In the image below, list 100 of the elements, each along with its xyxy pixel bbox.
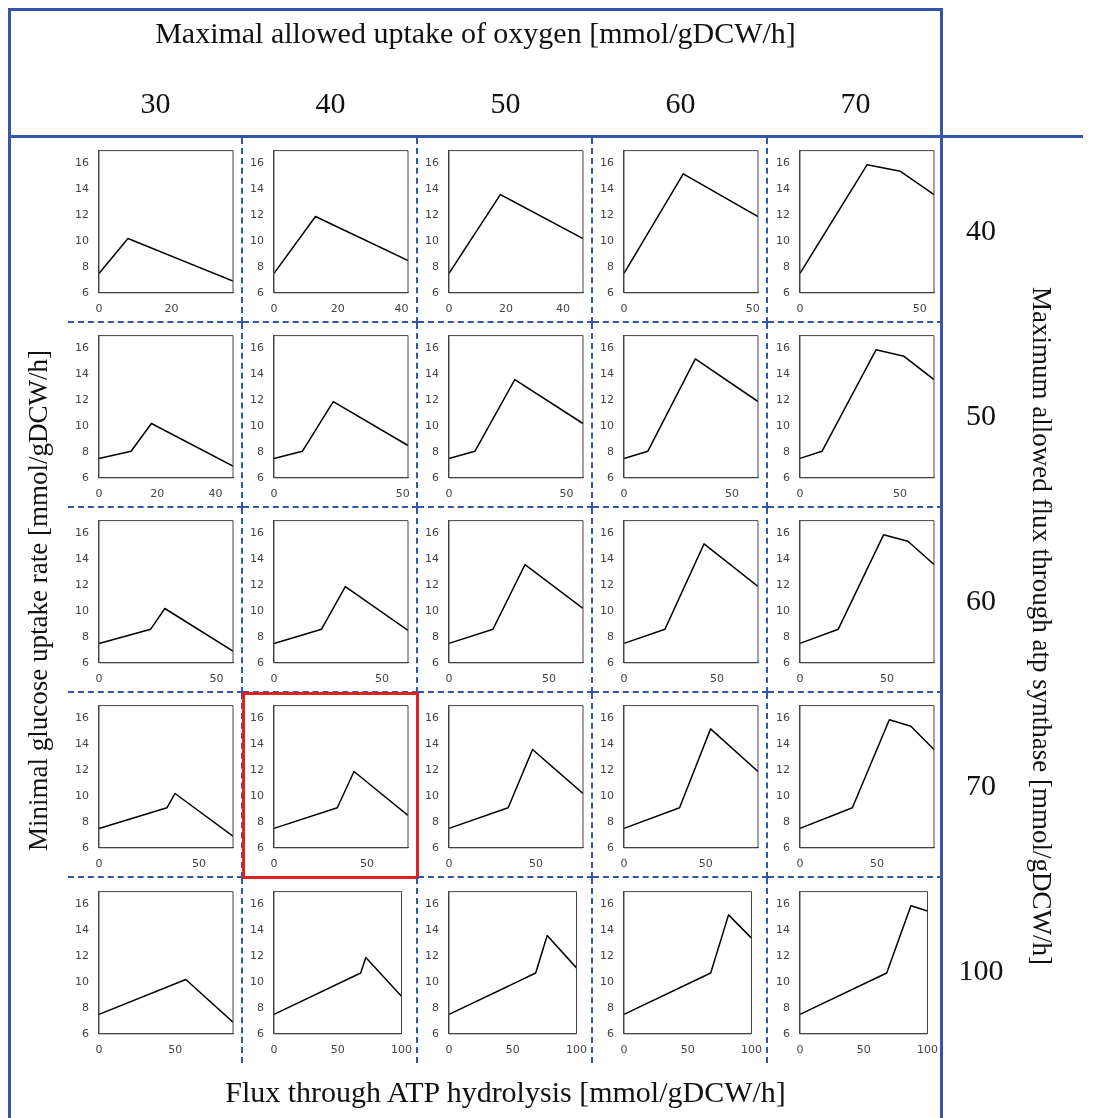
y-tick-label: 14: [424, 366, 439, 380]
y-tick-label: 14: [599, 366, 614, 380]
y-tick-label: 14: [424, 922, 439, 936]
y-tick-label: 10: [249, 788, 264, 802]
y-tick-label: 14: [74, 551, 89, 565]
y-tick-label: 6: [81, 840, 89, 854]
x-tick-label: 50: [167, 1042, 182, 1056]
y-tick-label: 8: [606, 444, 614, 458]
y-tick-label: 16: [249, 340, 264, 354]
y-tick-label: 10: [599, 603, 614, 617]
y-tick-label: 14: [74, 181, 89, 195]
y-tick-label: 8: [256, 814, 264, 828]
y-tick-label: 8: [81, 629, 89, 643]
y-tick-label: 16: [74, 710, 89, 724]
y-tick-label: 8: [431, 629, 439, 643]
y-tick-label: 10: [424, 233, 439, 247]
y-tick-label: 10: [775, 418, 790, 432]
x-tick-label: 0: [796, 856, 803, 870]
x-tick-label: 0: [270, 486, 277, 500]
y-tick-label: 6: [431, 1026, 439, 1040]
y-tick-label: 16: [775, 710, 790, 724]
chart-title: 40: [314, 86, 347, 120]
y-tick-label: 8: [256, 259, 264, 273]
y-tick-label: 16: [775, 896, 790, 910]
y-tick-label: 12: [424, 762, 439, 776]
y-tick-label: 10: [249, 233, 264, 247]
y-tick-label: 8: [782, 814, 790, 828]
y-tick-label: 8: [606, 259, 614, 273]
y-tick-label: 16: [249, 710, 264, 724]
y-tick-label: 12: [249, 577, 264, 591]
y-tick-label: 8: [606, 629, 614, 643]
x-tick-label: 0: [445, 1042, 452, 1056]
y-tick-label: 16: [775, 340, 790, 354]
y-tick-label: 14: [599, 922, 614, 936]
x-tick-label: 0: [620, 671, 627, 685]
y2-axis-title: 50: [965, 397, 997, 432]
y-tick-label: 16: [424, 155, 439, 169]
x-tick-label: 50: [879, 671, 894, 685]
y-tick-label: 6: [606, 655, 614, 669]
chart-title: 50: [489, 86, 522, 120]
x-tick-label: 0: [445, 486, 452, 500]
y-tick-label: 16: [775, 155, 790, 169]
x-tick-label: 20: [498, 301, 513, 315]
y-tick-label: 12: [424, 392, 439, 406]
x-tick-label: 0: [95, 301, 102, 315]
y-tick-label: 6: [782, 1026, 790, 1040]
y-tick-label: 12: [74, 948, 89, 962]
y-tick-label: 12: [249, 392, 264, 406]
y-tick-label: 14: [249, 181, 264, 195]
x-tick-label: 0: [270, 1042, 277, 1056]
x-tick-label: 50: [559, 486, 574, 500]
y-tick-label: 16: [74, 525, 89, 539]
y-tick-label: 14: [775, 922, 790, 936]
y-tick-label: 6: [256, 840, 264, 854]
text: Flux through ATP hydrolysis [mmol/gDCW/h]: [224, 1075, 787, 1109]
y-tick-label: 6: [782, 285, 790, 299]
y-tick-label: 12: [599, 762, 614, 776]
y-tick-label: 10: [599, 233, 614, 247]
y-tick-label: 12: [599, 948, 614, 962]
x-tick-label: 50: [724, 486, 739, 500]
y-tick-label: 10: [424, 603, 439, 617]
y-tick-label: 10: [775, 233, 790, 247]
y-tick-label: 16: [74, 896, 89, 910]
y-tick-label: 16: [74, 340, 89, 354]
y-tick-label: 16: [599, 896, 614, 910]
x-tick-label: 0: [796, 301, 803, 315]
y-tick-label: 8: [606, 1000, 614, 1014]
y-tick-label: 6: [431, 840, 439, 854]
y-tick-label: 8: [256, 444, 264, 458]
x-tick-label: 50: [541, 671, 556, 685]
y-tick-label: 12: [775, 207, 790, 221]
x-tick-label: 50: [680, 1042, 695, 1056]
x-tick-label: 50: [209, 671, 224, 685]
x-tick-label: 0: [620, 301, 627, 315]
y-tick-label: 10: [249, 603, 264, 617]
y-tick-label: 10: [599, 788, 614, 802]
y-tick-label: 14: [424, 181, 439, 195]
y-tick-label: 16: [424, 710, 439, 724]
x-tick-label: 50: [395, 486, 410, 500]
y-tick-label: 14: [74, 922, 89, 936]
y-tick-label: 6: [606, 1026, 614, 1040]
x-tick-label: 40: [208, 486, 223, 500]
y-tick-label: 8: [782, 259, 790, 273]
y-tick-label: 8: [431, 259, 439, 273]
x-tick-label: 50: [505, 1042, 520, 1056]
y-tick-label: 6: [81, 285, 89, 299]
y-tick-label: 10: [775, 603, 790, 617]
y-tick-label: 8: [81, 444, 89, 458]
x-tick-label: 0: [95, 671, 102, 685]
x-tick-label: 0: [270, 301, 277, 315]
chart-title: 30: [139, 86, 172, 120]
y-tick-label: 14: [775, 181, 790, 195]
y-tick-label: 6: [256, 470, 264, 484]
x-tick-label: 50: [869, 856, 884, 870]
y-tick-label: 10: [74, 233, 89, 247]
x-tick-label: 50: [709, 671, 724, 685]
x-tick-label: 50: [892, 486, 907, 500]
y-tick-label: 14: [424, 551, 439, 565]
y-tick-label: 12: [424, 577, 439, 591]
y-tick-label: 14: [599, 736, 614, 750]
